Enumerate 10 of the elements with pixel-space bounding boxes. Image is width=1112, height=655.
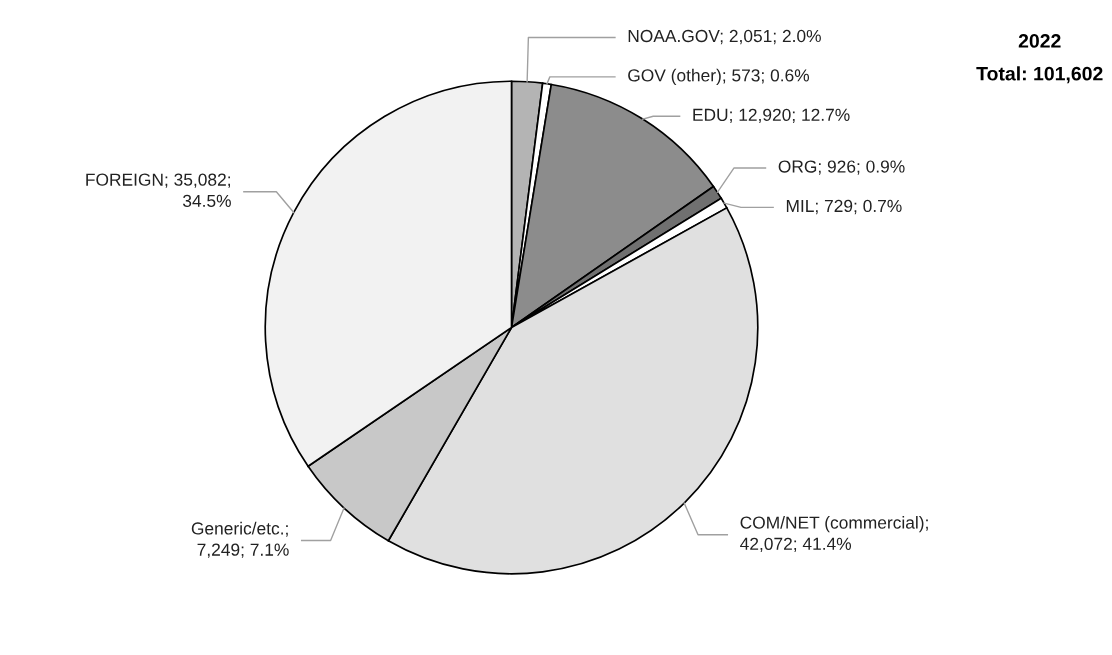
slice-label: FOREIGN; 35,082; 34.5% — [86, 173, 231, 208]
slice-label: EDU; 12,920; 12.7% — [693, 108, 850, 123]
slice-label: NOAA.GOV; 2,051; 2.0% — [628, 29, 821, 45]
text: Total: 101,602 — [976, 66, 1103, 84]
slice-label: Generic/etc.; 7,249; 7.1% — [191, 521, 289, 558]
slice-label: MIL; 729; 0.7% — [786, 199, 902, 215]
slice-label: COM/NET (commercial); 42,072; 41.4% — [740, 515, 928, 553]
text: 2022 — [1018, 34, 1061, 48]
slice-label: GOV (other); 573; 0.6% — [628, 68, 810, 85]
slice-label: ORG; 926; 0.9% — [778, 160, 905, 175]
